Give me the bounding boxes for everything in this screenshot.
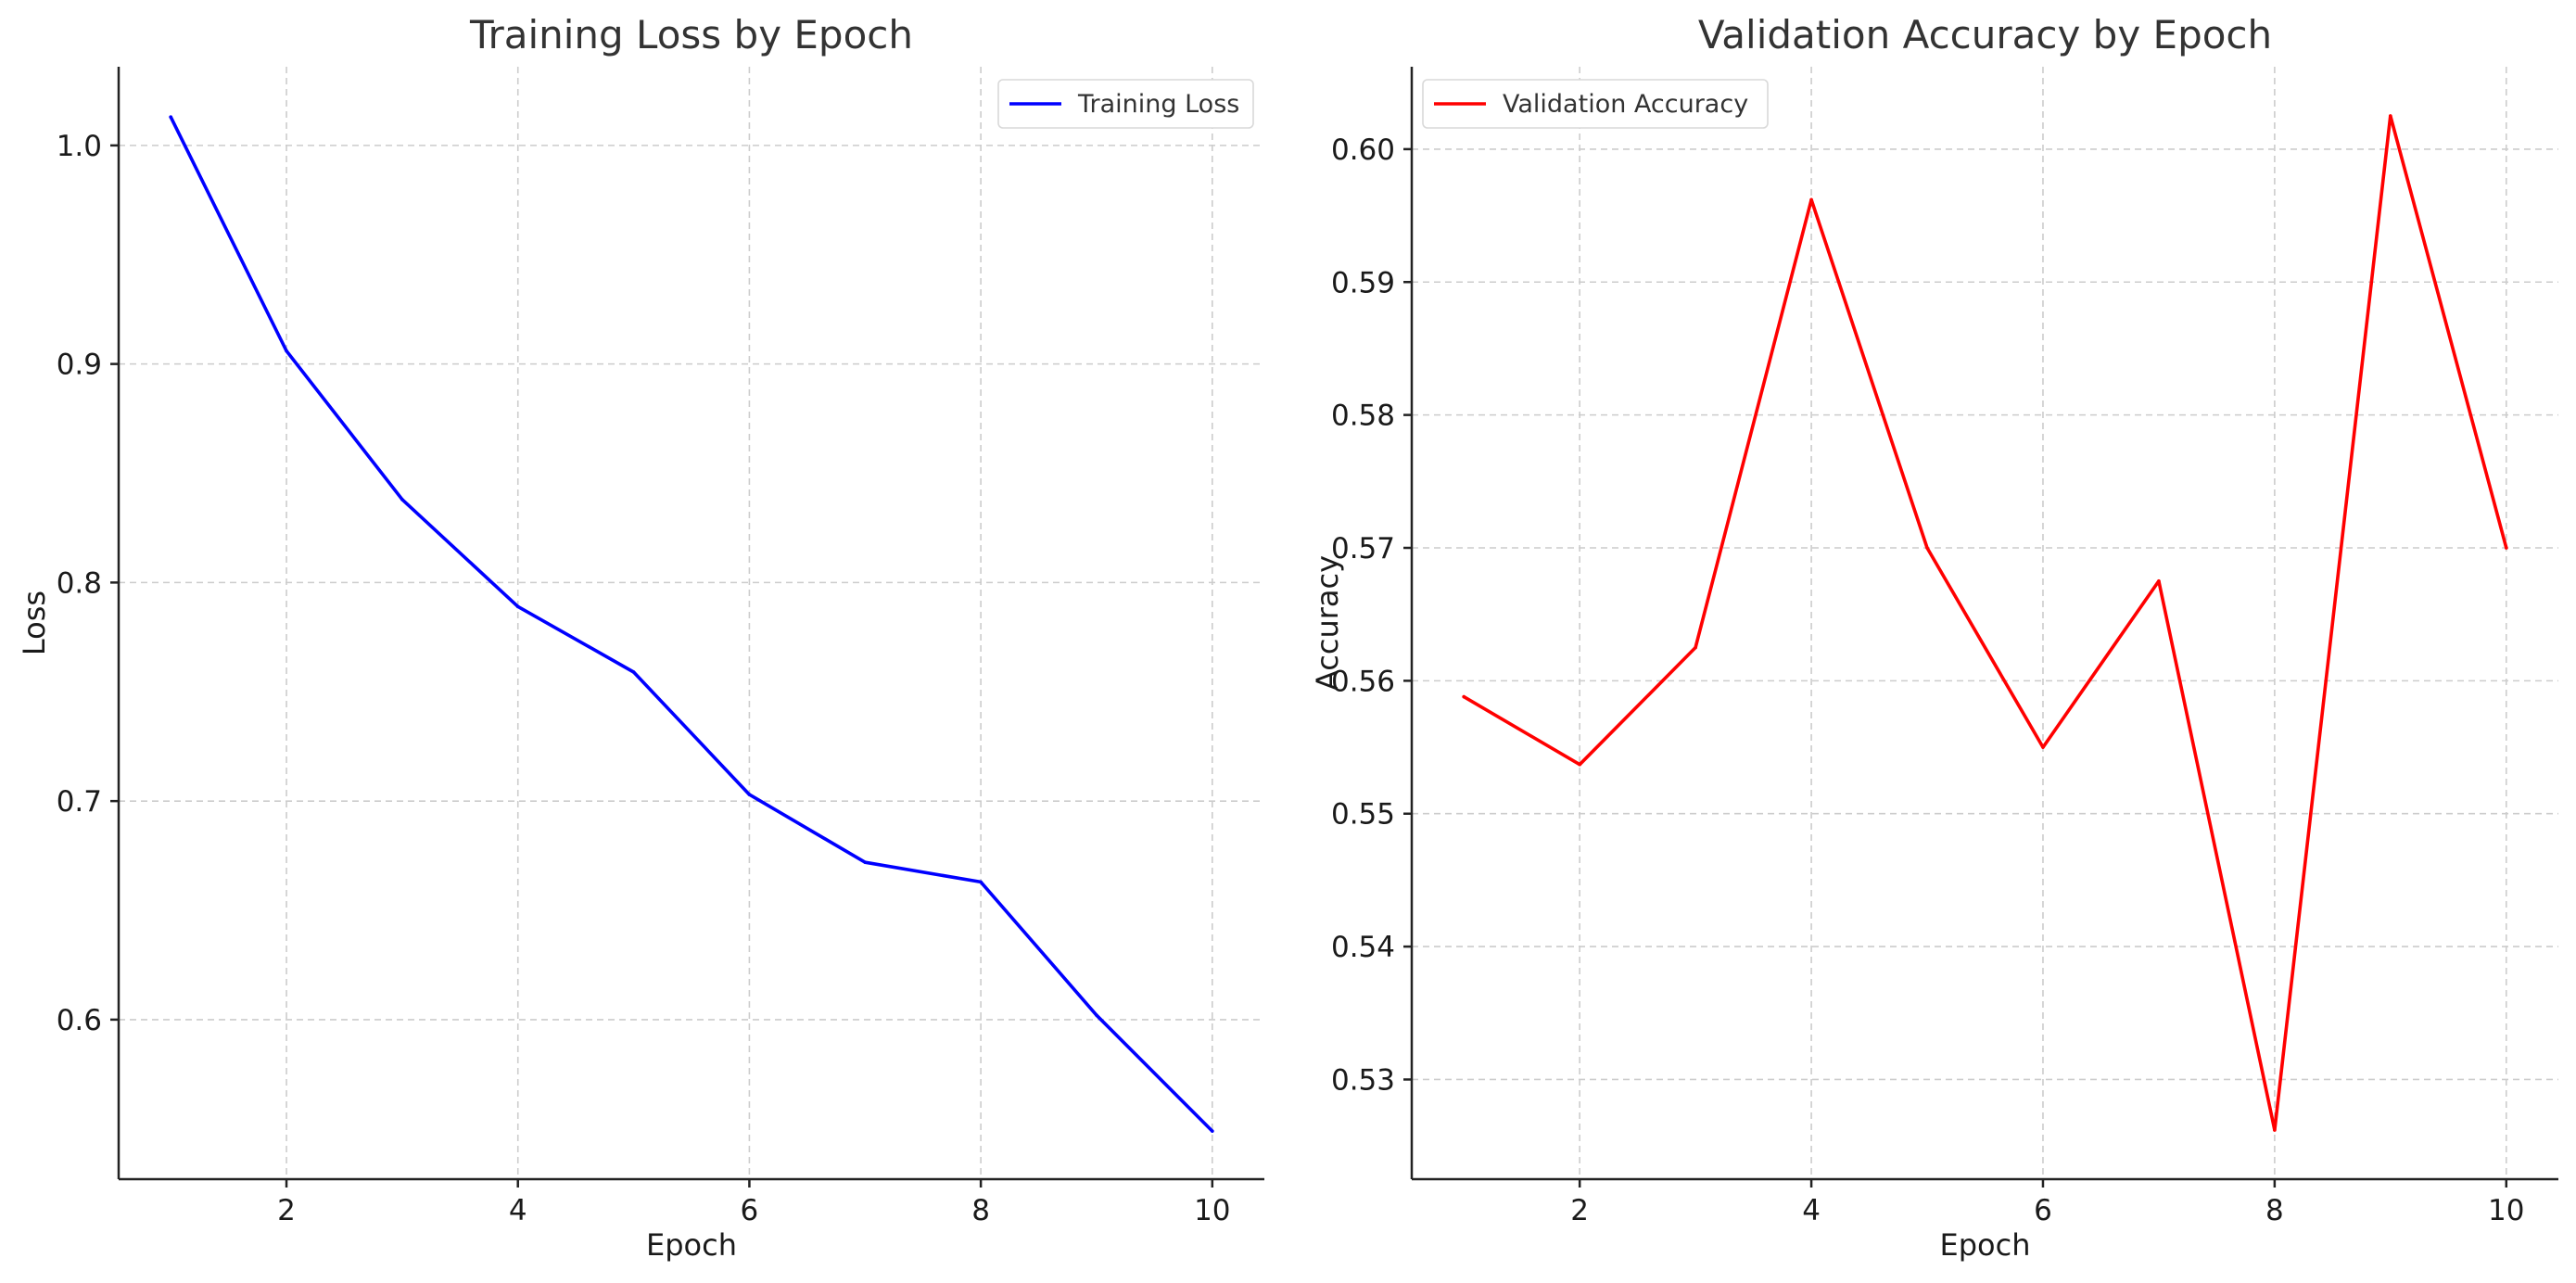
accuracy-data-point (1694, 645, 1697, 650)
loss-x-tick-label: 10 (1194, 1194, 1230, 1227)
loss-y-axis-label: Loss (17, 591, 52, 655)
accuracy-x-tick-label: 6 (2034, 1194, 2052, 1227)
accuracy-x-tick-label: 2 (1570, 1194, 1589, 1227)
accuracy-data-point (2504, 546, 2508, 550)
accuracy-x-tick-label: 10 (2488, 1194, 2524, 1227)
loss-data-point (747, 793, 752, 796)
accuracy-data-point (2041, 745, 2045, 749)
loss-y-tick-label: 0.8 (57, 566, 102, 600)
accuracy-y-tick-label: 0.54 (1331, 931, 1395, 964)
accuracy-chart: Validation Accuracy by Epoch 2 4 6 8 10 0.53 0.… (1310, 12, 2558, 1263)
accuracy-y-tick-label: 0.59 (1331, 266, 1395, 299)
accuracy-data-point (2157, 579, 2161, 583)
loss-x-tick-label: 2 (277, 1194, 296, 1227)
loss-chart-title: Training Loss by Epoch (469, 12, 913, 57)
loss-y-tick-label: 1.0 (57, 130, 102, 163)
accuracy-series-line (1462, 114, 2508, 1132)
accuracy-y-axis-label: Accuracy (1310, 555, 1345, 691)
loss-data-point (1211, 1129, 1214, 1133)
loss-data-point (515, 604, 520, 609)
loss-data-point (863, 860, 868, 864)
accuracy-y-tick-label: 0.55 (1331, 798, 1395, 832)
accuracy-y-tick-label: 0.57 (1331, 532, 1395, 565)
loss-data-point (285, 349, 288, 353)
accuracy-legend-label: Validation Accuracy (1503, 90, 1748, 119)
loss-series-line (169, 115, 1214, 1133)
accuracy-data-point (1925, 546, 1929, 550)
loss-x-tick-label: 6 (741, 1194, 759, 1227)
loss-x-axis-label: Epoch (646, 1227, 737, 1263)
loss-data-point (979, 880, 983, 884)
loss-legend-label: Training Loss (1077, 90, 1239, 119)
loss-legend-box (997, 79, 1254, 129)
accuracy-y-tick-label: 0.56 (1331, 665, 1395, 698)
loss-x-tick-label: 8 (971, 1194, 990, 1227)
accuracy-x-axis-label: Epoch (1940, 1227, 2031, 1263)
accuracy-y-tick-label: 0.53 (1331, 1063, 1395, 1097)
accuracy-x-tick-label: 4 (1802, 1194, 1821, 1227)
loss-x-tick-label: 4 (509, 1194, 527, 1227)
loss-y-tick-label: 0.7 (57, 785, 102, 819)
accuracy-legend: Validation Accuracy (1422, 79, 1769, 129)
accuracy-data-point (1462, 694, 1466, 699)
loss-data-point (400, 497, 404, 502)
loss-data-point (169, 115, 172, 120)
accuracy-chart-title: Validation Accuracy by Epoch (1698, 12, 2272, 57)
accuracy-data-point (2389, 114, 2392, 118)
accuracy-data-point (2273, 1128, 2277, 1132)
loss-legend: Training Loss (997, 79, 1254, 129)
loss-y-tick-label: 0.9 (57, 349, 102, 382)
loss-data-point (631, 670, 636, 674)
loss-data-point (1095, 1013, 1098, 1017)
accuracy-data-point (1578, 762, 1581, 767)
accuracy-legend-box (1422, 79, 1769, 129)
loss-y-tick-label: 0.6 (57, 1004, 102, 1037)
accuracy-x-tick-label: 8 (2265, 1194, 2284, 1227)
accuracy-data-point (1809, 197, 1813, 202)
accuracy-y-tick-label: 0.58 (1331, 400, 1395, 433)
accuracy-y-tick-label: 0.60 (1331, 133, 1395, 167)
loss-chart: Training Loss by Epoch 2 4 6 8 10 0.6 0.7 0.8 0.9… (17, 12, 1264, 1263)
